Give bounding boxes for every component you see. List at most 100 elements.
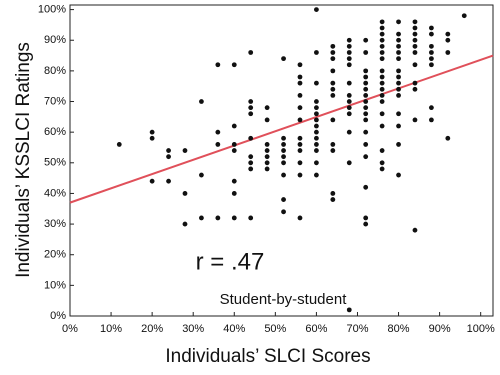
point <box>396 43 401 49</box>
point <box>166 148 171 153</box>
point <box>428 25 434 31</box>
point <box>346 92 352 98</box>
point <box>412 62 418 68</box>
point <box>363 117 369 123</box>
point <box>396 142 401 147</box>
point <box>330 92 336 98</box>
point <box>396 56 401 62</box>
point <box>379 166 385 172</box>
y-tick-label: 80% <box>44 65 66 77</box>
point <box>297 80 303 86</box>
point <box>330 68 336 74</box>
y-tick-label: 0% <box>50 310 66 322</box>
point <box>248 154 254 160</box>
point <box>396 172 401 178</box>
point <box>346 62 352 68</box>
point <box>297 148 303 153</box>
point <box>281 209 286 215</box>
point <box>379 31 385 37</box>
point <box>428 62 434 68</box>
point <box>461 13 467 19</box>
point <box>314 135 319 141</box>
point <box>215 62 221 68</box>
point <box>379 25 385 31</box>
point <box>281 154 286 160</box>
point <box>396 19 401 25</box>
point <box>264 148 270 153</box>
annotation: r = .47 <box>196 248 265 275</box>
point <box>346 37 352 43</box>
point <box>346 80 352 86</box>
y-tick-label: 90% <box>44 34 66 46</box>
point <box>231 178 237 184</box>
point <box>199 215 204 221</box>
point <box>314 111 319 117</box>
point <box>396 86 401 92</box>
point <box>215 129 221 135</box>
point <box>215 215 221 221</box>
point <box>314 7 319 12</box>
point <box>297 117 303 123</box>
point <box>412 25 418 31</box>
point <box>412 227 418 233</box>
point <box>445 31 451 37</box>
plot-frame <box>69 4 494 317</box>
point <box>297 160 303 166</box>
point <box>149 178 155 184</box>
point <box>379 50 385 55</box>
point <box>396 92 401 98</box>
point <box>248 215 254 221</box>
point <box>231 148 237 153</box>
point <box>379 37 385 43</box>
point <box>396 50 401 55</box>
point <box>330 56 336 62</box>
point <box>396 68 401 74</box>
point <box>281 56 286 62</box>
point <box>248 111 254 117</box>
point <box>346 307 352 313</box>
x-tick-label: 30% <box>182 323 204 335</box>
y-tick-label: 100% <box>38 4 66 16</box>
point <box>363 215 369 221</box>
point <box>297 172 303 178</box>
point <box>445 37 451 43</box>
point <box>297 142 303 147</box>
point <box>297 105 303 111</box>
point <box>314 105 319 111</box>
point <box>182 148 188 153</box>
point <box>379 86 385 92</box>
point <box>281 197 286 202</box>
point <box>330 117 336 123</box>
point <box>264 166 270 172</box>
point <box>330 142 336 147</box>
point <box>314 123 319 129</box>
x-tick-label: 10% <box>100 323 122 335</box>
point <box>149 135 155 141</box>
point <box>330 148 336 153</box>
point <box>428 31 434 37</box>
x-tick-label: 0% <box>62 323 78 335</box>
point <box>330 50 336 55</box>
point <box>412 37 418 43</box>
point <box>346 43 352 49</box>
point <box>379 19 385 25</box>
point <box>428 117 434 123</box>
point <box>281 148 286 153</box>
point <box>116 142 122 147</box>
point <box>363 80 369 86</box>
point <box>248 50 254 55</box>
point <box>264 105 270 111</box>
y-axis-label: Individuals’ KSSLCI Ratings <box>13 42 34 278</box>
point <box>363 50 369 55</box>
point <box>264 142 270 147</box>
point <box>314 160 319 166</box>
trend-line <box>69 54 494 204</box>
point <box>346 111 352 117</box>
point <box>412 86 418 92</box>
y-tick-label: 70% <box>44 95 66 107</box>
point <box>330 86 336 92</box>
point <box>215 142 221 147</box>
y-tick-label: 50% <box>44 157 66 169</box>
point <box>445 135 451 141</box>
